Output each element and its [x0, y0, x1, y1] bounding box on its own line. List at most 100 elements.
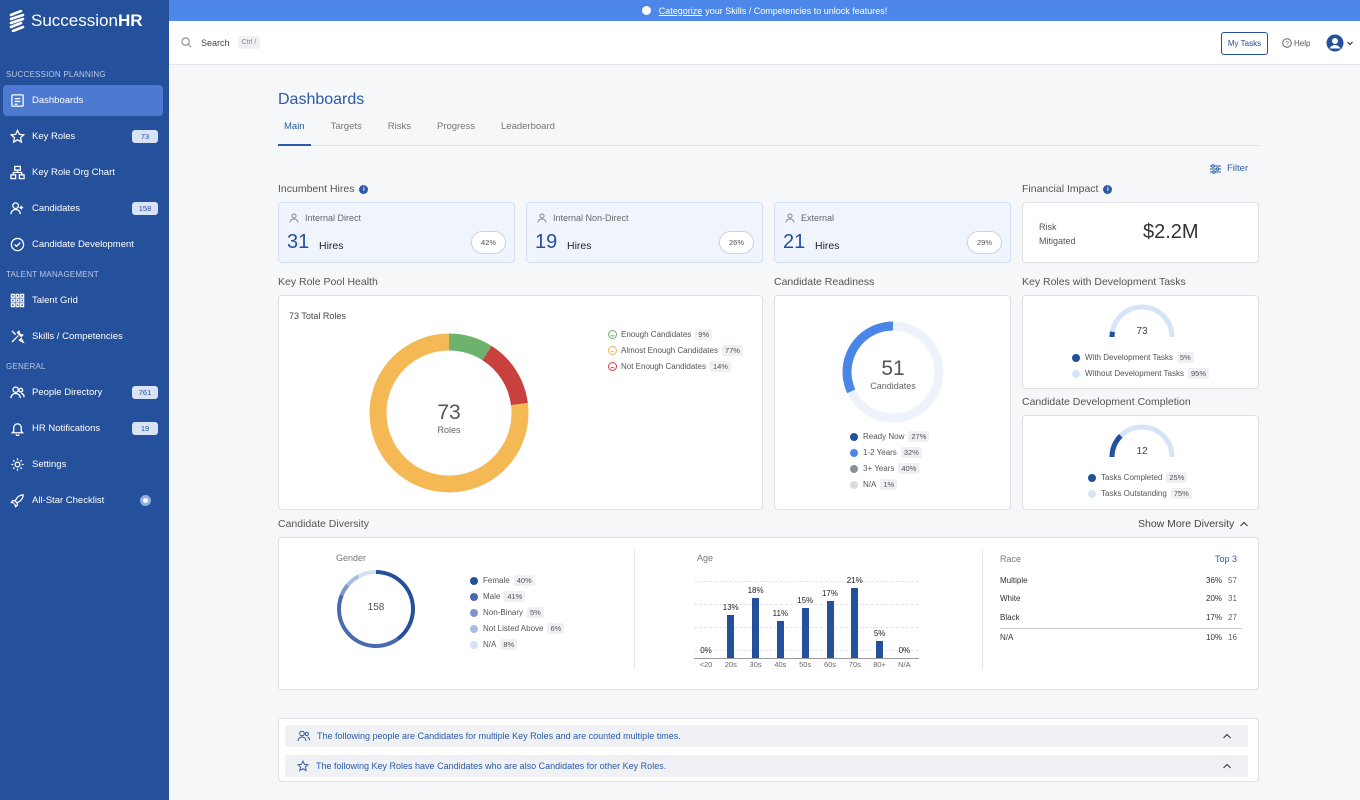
sidebar-item-all-star-checklist[interactable]: All-Star Checklist [3, 485, 163, 516]
show-more-diversity-toggle[interactable]: Show More Diversity [1138, 518, 1249, 530]
age-bar-label: 13% [722, 603, 739, 612]
age-tick-label: 70s [848, 660, 861, 669]
legend-pct: 9% [695, 329, 713, 340]
help-button[interactable]: ? Help [1282, 38, 1310, 48]
donut-slice-na[interactable] [337, 570, 415, 648]
user-menu[interactable] [1326, 34, 1354, 52]
search-box[interactable]: Search Ctrl / [181, 36, 261, 49]
legend-pct: 5% [1176, 352, 1194, 363]
sidebar-item-people-directory[interactable]: People Directory 761 [3, 377, 163, 408]
tools-icon [9, 329, 25, 345]
legend-pct: 5% [527, 607, 544, 618]
race-label: White [1000, 594, 1021, 603]
tab-main[interactable]: Main [278, 121, 311, 146]
sidebar-item-skills-competencies[interactable]: Skills / Competencies [3, 321, 163, 352]
tab-risks[interactable]: Risks [387, 121, 411, 132]
race-label: Multiple [1000, 576, 1028, 585]
search-shortcut: Ctrl / [237, 36, 261, 49]
categorize-link[interactable]: Categorize [658, 5, 703, 16]
section-general: GENERAL [6, 362, 46, 371]
age-bar-label: 18% [747, 586, 764, 595]
sidebar-item-key-roles[interactable]: Key Roles 73 [3, 121, 163, 152]
hire-card-internal-non-direct[interactable]: Internal Non-Direct 19 Hires 26% [526, 202, 763, 263]
sidebar-item-label: All-Star Checklist [32, 495, 105, 506]
pool-center-value: 73 [437, 401, 461, 424]
age-bar[interactable] [776, 621, 784, 658]
dashboard-icon [9, 93, 25, 109]
table-row: Multiple 36% 57 [1000, 576, 1242, 592]
star-icon [297, 760, 309, 772]
toggle-label: Show More Diversity [1138, 518, 1235, 530]
multi-role-notice[interactable]: The following Key Roles have Candidates … [285, 755, 1248, 777]
age-bar[interactable] [752, 598, 760, 658]
donut-slice-1-2-years[interactable] [842, 321, 944, 423]
divider [982, 550, 983, 670]
sidebar-item-key-role-org-chart[interactable]: Key Role Org Chart [3, 157, 163, 188]
race-top3-link[interactable]: Top 3 [1214, 554, 1237, 564]
age-bar-label: 17% [821, 589, 838, 598]
app-logo[interactable]: Succession HR [8, 10, 143, 32]
age-bar[interactable] [826, 601, 834, 658]
legend-label: Ready Now [863, 432, 905, 441]
divider [1000, 628, 1242, 629]
sidebar-item-hr-notifications[interactable]: HR Notifications 19 [3, 413, 163, 444]
grid-icon [9, 293, 25, 309]
legend-pct: 75% [1170, 488, 1192, 499]
person-icon [785, 213, 795, 223]
legend-pct: 95% [1188, 368, 1210, 379]
dev-tasks-gauge[interactable] [1107, 304, 1177, 340]
legend-label: N/A [863, 480, 877, 489]
sidebar-item-candidates[interactable]: Candidates 158 [3, 193, 163, 224]
sidebar-item-talent-grid[interactable]: Talent Grid [3, 285, 163, 316]
tab-progress[interactable]: Progress [436, 121, 475, 132]
sidebar-item-label: Skills / Competencies [32, 331, 123, 342]
readiness-donut[interactable] [838, 317, 948, 427]
sidebar-item-label: Talent Grid [32, 295, 78, 306]
chevron-down-icon [1347, 41, 1353, 46]
sidebar-item-candidate-development[interactable]: Candidate Development [3, 229, 163, 260]
gauge-track [1109, 304, 1175, 338]
legend-not-enough: Not Enough Candidates 14% [608, 361, 731, 372]
age-bar[interactable] [851, 588, 859, 658]
banner-dot-icon [641, 6, 651, 15]
hire-card-internal-direct[interactable]: Internal Direct 31 Hires 42% [278, 202, 515, 263]
donut-slice-male[interactable] [337, 570, 415, 648]
sidebar-item-dashboards[interactable]: Dashboards [3, 85, 163, 116]
tab-targets[interactable]: Targets [330, 121, 362, 132]
age-bar[interactable] [727, 615, 735, 658]
section-succession-planning: SUCCESSION PLANNING [6, 70, 106, 79]
age-tick-label: N/A [898, 660, 911, 669]
age-bar[interactable] [801, 608, 809, 658]
filter-button[interactable]: Filter [1210, 163, 1248, 174]
race-count: 16 [1228, 633, 1237, 642]
my-tasks-button[interactable]: My Tasks [1221, 32, 1268, 55]
dev-completion-gauge[interactable] [1107, 424, 1177, 460]
gender-donut[interactable] [335, 568, 417, 650]
sidebar-item-label: People Directory [32, 387, 103, 398]
legend-male: Male 41% [470, 591, 526, 602]
avatar-icon [1326, 34, 1344, 52]
star-icon [9, 129, 25, 145]
divider [634, 550, 635, 670]
donut-slice-almost-enough[interactable] [369, 333, 529, 493]
age-bar-label: 0% [700, 646, 712, 655]
legend-almost-enough: Almost Enough Candidates 77% [608, 345, 743, 356]
info-icon[interactable]: i [359, 184, 369, 194]
age-bar[interactable] [876, 641, 884, 658]
notice-text: The following Key Roles have Candidates … [316, 761, 667, 771]
sidebar-item-settings[interactable]: Settings [3, 449, 163, 480]
frown-icon [608, 362, 617, 371]
pool-donut[interactable] [364, 328, 534, 498]
age-bar-label: 21% [846, 576, 863, 585]
hire-card-external[interactable]: External 21 Hires 29% [774, 202, 1011, 263]
legend-label: Not Listed Above [483, 624, 544, 633]
search-label: Search [201, 37, 230, 48]
sidebar: Succession HR SUCCESSION PLANNING Dashboa… [0, 0, 169, 800]
legend-pct: 8% [500, 639, 518, 650]
tab-leaderboard[interactable]: Leaderboard [501, 121, 555, 132]
dev-tasks-value: 73 [1136, 326, 1148, 337]
legend-dot [470, 576, 478, 585]
multi-candidate-notice[interactable]: The following people are Candidates for … [285, 725, 1248, 747]
info-icon[interactable]: i [1103, 184, 1113, 194]
readiness-center-label: Candidates [870, 381, 916, 391]
